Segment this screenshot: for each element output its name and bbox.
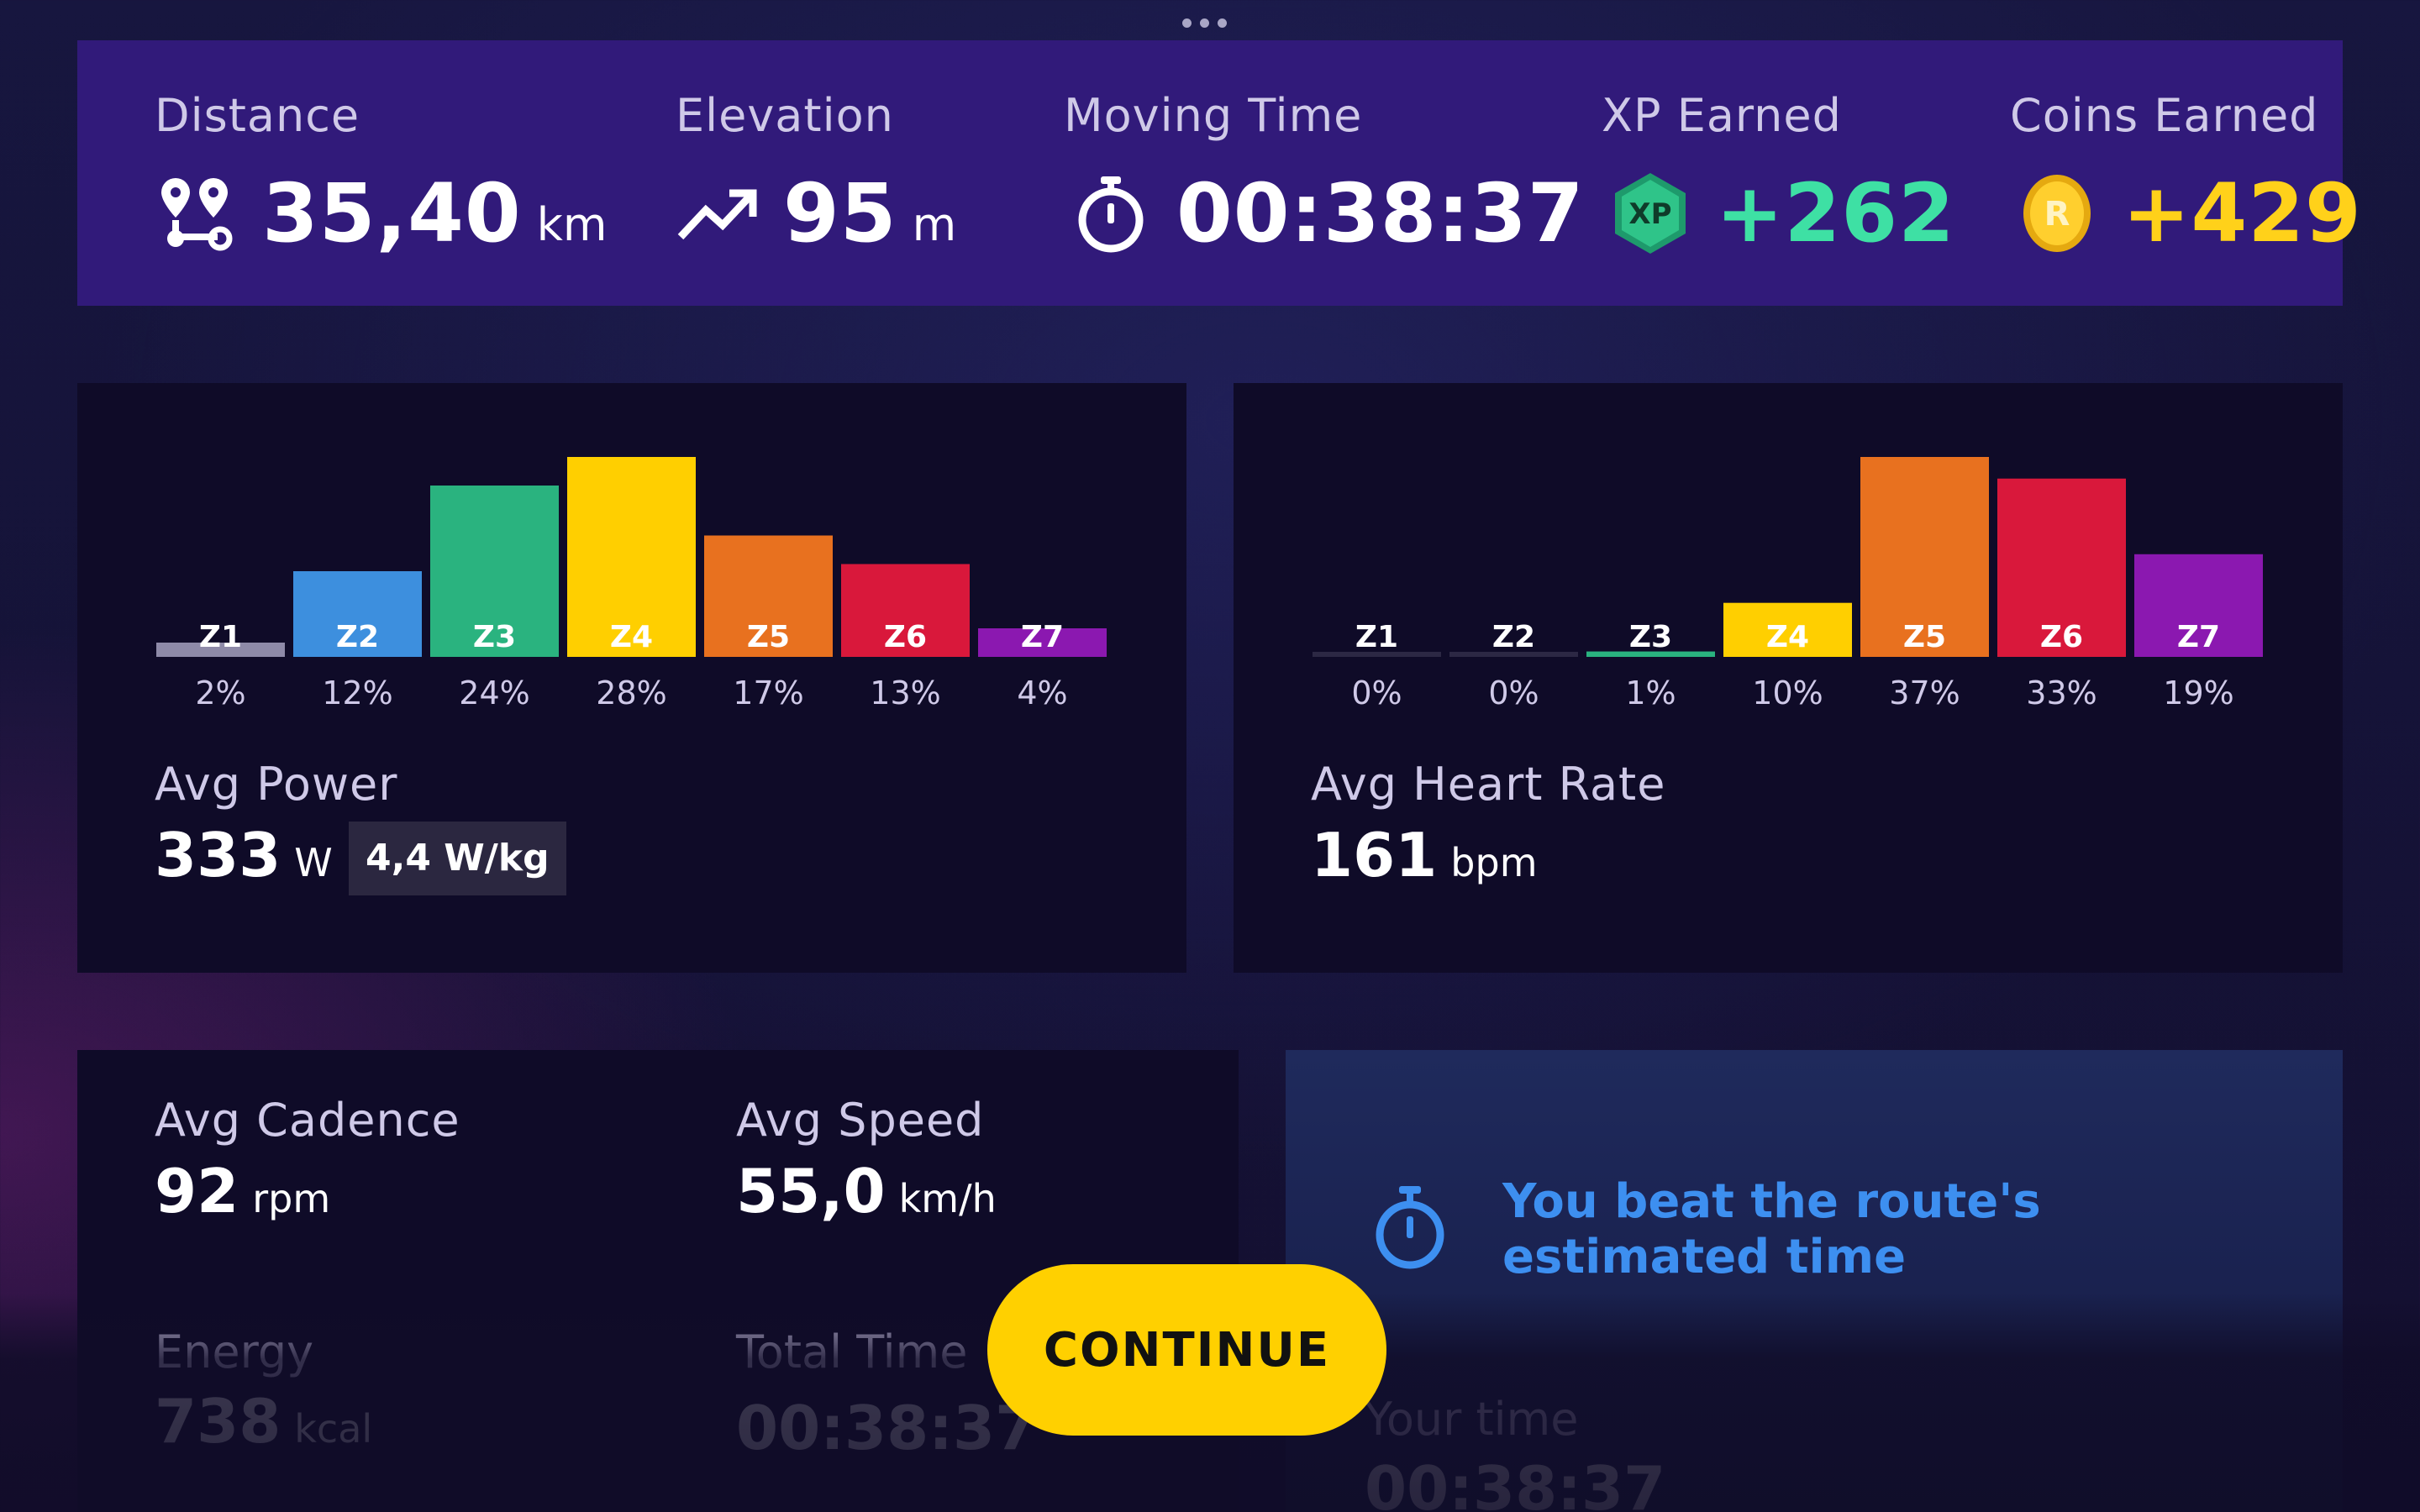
power-zone-percent-label-z6: 13% (870, 675, 940, 711)
power-zone-percent-label-z3: 24% (459, 675, 529, 711)
hr-zone-bar-z1 (1313, 652, 1441, 657)
moving-time-value: 00:38:37 (1176, 166, 1585, 260)
stopwatch-icon (1069, 171, 1153, 255)
avg-cadence-unit: rpm (252, 1176, 331, 1221)
elevation-unit: m (912, 197, 957, 251)
distance-unit: km (536, 197, 608, 251)
hr-zone-zone-label-z3: Z3 (1629, 620, 1672, 654)
avg-heart-rate-label: Avg Heart Rate (1311, 758, 1666, 811)
power-zone-chart: Z1 2% Z2 12% Z3 24% Z4 28% Z5 17% Z6 13% Z7 4% (156, 457, 1107, 711)
xp-label: XP Earned (1602, 89, 1842, 142)
avg-heart-rate-unit: bpm (1450, 840, 1538, 885)
trending-up-icon (676, 171, 760, 255)
hr-zone-zone-label-z5: Z5 (1903, 620, 1946, 654)
hr-zone-percent-label-z1: 0% (1351, 675, 1402, 711)
elevation-label: Elevation (676, 89, 894, 142)
dot (1200, 18, 1209, 28)
power-zone-bar-z2 (293, 571, 422, 657)
power-zone-percent-label-z2: 12% (322, 675, 392, 711)
power-zone-percent-label-z4: 28% (596, 675, 666, 711)
avg-heart-rate-value: 161 (1311, 820, 1438, 890)
avg-speed-label: Avg Speed (736, 1094, 985, 1147)
distance-value: 35,40 (262, 166, 522, 260)
avg-cadence-value: 92 (155, 1156, 239, 1226)
watts-per-kg-badge: 4,4 W/kg (349, 822, 566, 895)
avg-speed-value: 55,0 (736, 1156, 886, 1226)
power-zone-bar-z4 (567, 457, 696, 657)
power-zone-percent-label-z7: 4% (1017, 675, 1067, 711)
hr-zone-bar-z6 (1997, 478, 2126, 657)
power-zone-zone-label-z3: Z3 (473, 620, 516, 654)
route-result-card: You beat the route's estimated time Your… (1286, 1050, 2343, 1512)
distance-label: Distance (155, 89, 360, 142)
dot (1218, 18, 1227, 28)
more-options-handle[interactable] (1182, 18, 1227, 28)
hr-zone-zone-label-z7: Z7 (2177, 620, 2220, 654)
coins-value: +429 (2123, 166, 2362, 260)
energy-unit: kcal (294, 1406, 373, 1452)
hr-zone-bar-z4 (1723, 602, 1852, 657)
hr-zone-percent-label-z7: 19% (2163, 675, 2233, 711)
avg-cadence-label: Avg Cadence (155, 1094, 460, 1147)
total-time-label: Total Time (736, 1326, 968, 1378)
total-time-value: 00:38:37 (736, 1393, 1038, 1463)
hr-zone-bar-z7 (2134, 554, 2263, 657)
hr-zone-percent-label-z5: 37% (1889, 675, 1960, 711)
power-zone-bar-z7 (978, 628, 1107, 657)
hr-zone-zone-label-z4: Z4 (1766, 620, 1809, 654)
hr-zone-zone-label-z1: Z1 (1355, 620, 1398, 654)
route-beat-message: You beat the route's estimated time (1502, 1174, 2041, 1284)
power-zone-percent-label-z5: 17% (733, 675, 803, 711)
svg-text:XP: XP (1628, 197, 1671, 231)
continue-button[interactable]: CONTINUE (987, 1264, 1386, 1436)
energy-label: Energy (155, 1326, 314, 1378)
your-time-label: Your time (1365, 1393, 1579, 1446)
heart-rate-zones-card: Z1 0% Z2 0% Z3 1% Z4 10% Z5 37% Z6 33% Z7 19% Avg Hea… (1234, 383, 2343, 973)
power-zone-bar-z5 (704, 535, 833, 657)
route-pin-icon (155, 171, 239, 255)
power-zone-bar-z1 (156, 643, 285, 657)
hr-zone-zone-label-z2: Z2 (1492, 620, 1535, 654)
power-zone-zone-label-z7: Z7 (1021, 620, 1064, 654)
coins-label: Coins Earned (2010, 89, 2319, 142)
hr-zone-percent-label-z4: 10% (1752, 675, 1823, 711)
xp-value: +262 (1716, 166, 1955, 260)
power-zone-zone-label-z6: Z6 (884, 620, 927, 654)
hr-zone-zone-label-z6: Z6 (2040, 620, 2083, 654)
hr-zone-bar-z3 (1586, 651, 1715, 657)
ride-summary-banner: Distance 35,40 km Elevation (77, 40, 2361, 306)
moving-time-label: Moving Time (1064, 89, 1363, 142)
heart-rate-zone-chart: Z1 0% Z2 0% Z3 1% Z4 10% Z5 37% Z6 33% Z7 19% (1313, 457, 2263, 711)
avg-power-label: Avg Power (155, 758, 398, 811)
hr-zone-percent-label-z3: 1% (1625, 675, 1676, 711)
elevation-value: 95 (783, 166, 897, 260)
stopwatch-icon (1370, 1184, 1450, 1275)
power-zone-bar-z6 (841, 564, 970, 657)
power-zones-card: Z1 2% Z2 12% Z3 24% Z4 28% Z5 17% Z6 13% Z7 4% Avg Po… (77, 383, 1186, 973)
power-zone-bar-z3 (430, 486, 559, 657)
your-time-value: 00:38:37 (1365, 1453, 1666, 1512)
coin-icon: R (2015, 171, 2099, 255)
avg-speed-unit: km/h (898, 1176, 997, 1221)
svg-text:R: R (2044, 195, 2070, 234)
hr-zone-percent-label-z6: 33% (2026, 675, 2096, 711)
dot (1182, 18, 1192, 28)
hr-zone-bar-z2 (1449, 652, 1578, 657)
power-zone-percent-label-z1: 2% (195, 675, 245, 711)
power-zone-zone-label-z2: Z2 (336, 620, 379, 654)
xp-hexagon-icon: XP (1608, 171, 1692, 255)
power-zone-zone-label-z1: Z1 (199, 620, 242, 654)
hr-zone-bar-z5 (1860, 457, 1989, 657)
avg-power-unit: W (294, 840, 333, 885)
hr-zone-percent-label-z2: 0% (1488, 675, 1539, 711)
energy-value: 738 (155, 1386, 281, 1457)
avg-power-value: 333 (155, 820, 281, 890)
power-zone-zone-label-z4: Z4 (610, 620, 653, 654)
power-zone-zone-label-z5: Z5 (747, 620, 790, 654)
